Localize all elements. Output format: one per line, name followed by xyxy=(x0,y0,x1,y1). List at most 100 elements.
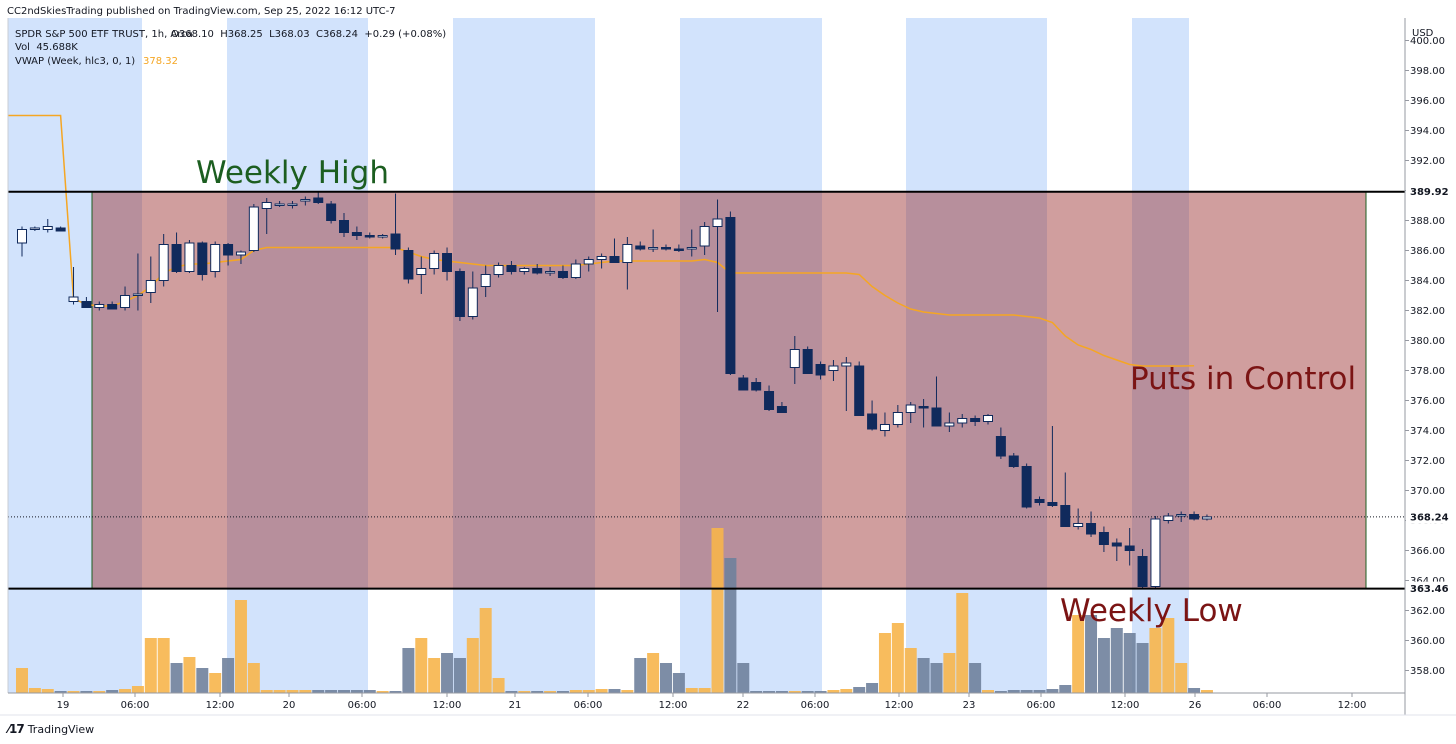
legend-vol: Vol 45.688K xyxy=(15,42,78,53)
candle xyxy=(29,226,40,231)
candle-body-down xyxy=(326,203,337,221)
volume-bar xyxy=(853,687,866,693)
volume-bar xyxy=(866,683,879,693)
candle-body-down xyxy=(1111,542,1122,547)
candle xyxy=(686,229,697,257)
price-tick-label: 358.00 xyxy=(1410,666,1445,677)
weekly-low-price-badge: 363.46 xyxy=(1406,581,1450,596)
candle-body-up xyxy=(17,229,27,244)
volume-bar xyxy=(569,690,582,693)
candle-body-up xyxy=(1150,518,1161,587)
volume-bar xyxy=(299,690,312,693)
candle xyxy=(313,192,324,204)
volume-bar xyxy=(878,633,891,693)
volume-bar xyxy=(724,558,737,693)
candle xyxy=(570,259,581,279)
range-levels xyxy=(8,190,1405,590)
candle xyxy=(905,402,916,423)
volume-bar xyxy=(1123,633,1136,693)
candle-body-up xyxy=(905,404,916,413)
volume-bar xyxy=(660,663,672,693)
last-price-badge-text: 368.24 xyxy=(1410,512,1449,523)
volume-bar xyxy=(157,638,170,693)
volume-bar xyxy=(544,691,557,693)
volume-bar xyxy=(312,690,325,693)
candle-body-up xyxy=(841,362,852,367)
candle-body-up xyxy=(467,287,478,317)
candle-body-down xyxy=(1124,545,1135,551)
candle-body-down xyxy=(751,382,762,391)
volume-bar xyxy=(1188,688,1201,693)
candle xyxy=(661,244,671,251)
time-tick-label: 06:00 xyxy=(348,700,377,711)
volume-bar xyxy=(1200,690,1213,693)
volume-bar xyxy=(763,691,776,693)
time-axis: 19 06:00 12:00 20 06:00 12:00 21 06:00 12:00 22 06… xyxy=(57,693,1366,711)
candle xyxy=(158,234,169,287)
time-tick-label: 20 xyxy=(283,700,296,711)
candle-body-down xyxy=(107,304,118,310)
volume-bar xyxy=(350,690,363,693)
candle xyxy=(557,265,568,279)
candle-body-up xyxy=(261,202,272,209)
candle-body-up xyxy=(94,304,105,308)
volume-bar xyxy=(1033,690,1046,693)
volume-bars xyxy=(16,528,1213,693)
candle xyxy=(107,301,118,310)
candle xyxy=(957,414,968,428)
candle-body-down xyxy=(635,245,646,250)
candle xyxy=(184,240,195,273)
tradingview-brand[interactable]: ⁄17 TradingView xyxy=(8,722,94,736)
time-tick-label: 06:00 xyxy=(1253,700,1282,711)
candle xyxy=(1034,496,1045,506)
volume-bar xyxy=(234,600,247,693)
time-tick-label: 12:00 xyxy=(659,700,688,711)
volume-bar xyxy=(363,690,376,693)
candle xyxy=(1137,549,1148,590)
time-tick-label: 26 xyxy=(1189,700,1202,711)
volume-bar xyxy=(1046,689,1059,693)
price-tick-label: 398.00 xyxy=(1410,66,1445,77)
candle xyxy=(1111,538,1122,561)
candle xyxy=(351,226,362,240)
time-tick-label: 22 xyxy=(737,700,750,711)
volume-bar xyxy=(930,663,943,693)
volume-bar xyxy=(904,648,917,693)
publish-line: CC2ndSkiesTrading published on TradingVi… xyxy=(7,6,396,17)
volume-bar xyxy=(106,690,119,693)
volume-bar xyxy=(286,690,299,693)
weekly-low-price-badge-bg xyxy=(1406,581,1450,596)
volume-bar xyxy=(982,690,994,693)
candle xyxy=(506,261,517,275)
volume-bar xyxy=(917,658,930,693)
candle xyxy=(442,247,453,281)
candle xyxy=(751,378,762,392)
volume-bar xyxy=(685,688,698,693)
candle xyxy=(918,399,929,428)
candle xyxy=(596,253,607,269)
volume-bar xyxy=(1175,663,1188,693)
volume-bar xyxy=(389,691,402,693)
candle-body-up xyxy=(1163,515,1174,521)
volume-bar xyxy=(131,686,144,693)
candle-body-down xyxy=(339,220,349,233)
candle-body-up xyxy=(300,199,311,202)
price-tick-label: 382.00 xyxy=(1410,306,1445,317)
candle xyxy=(764,385,775,411)
volume-bar xyxy=(466,638,479,693)
candle-body-down xyxy=(454,271,465,317)
volume-bar xyxy=(492,678,505,693)
candle-body-down xyxy=(442,253,453,272)
volume-bar xyxy=(415,638,428,693)
candle xyxy=(429,250,440,275)
candle-body-up xyxy=(145,280,156,293)
price-axis: USD358.00360.00362.00364.00366.00368.003… xyxy=(1405,28,1450,677)
candle xyxy=(364,232,375,239)
volume-bar xyxy=(247,663,260,693)
price-tick-label: 384.00 xyxy=(1410,276,1445,287)
volume-bar xyxy=(737,663,750,693)
candle xyxy=(545,267,556,276)
candle xyxy=(261,198,272,234)
legend-symbol: SPDR S&P 500 ETF TRUST, 1h, Arca xyxy=(15,29,193,40)
